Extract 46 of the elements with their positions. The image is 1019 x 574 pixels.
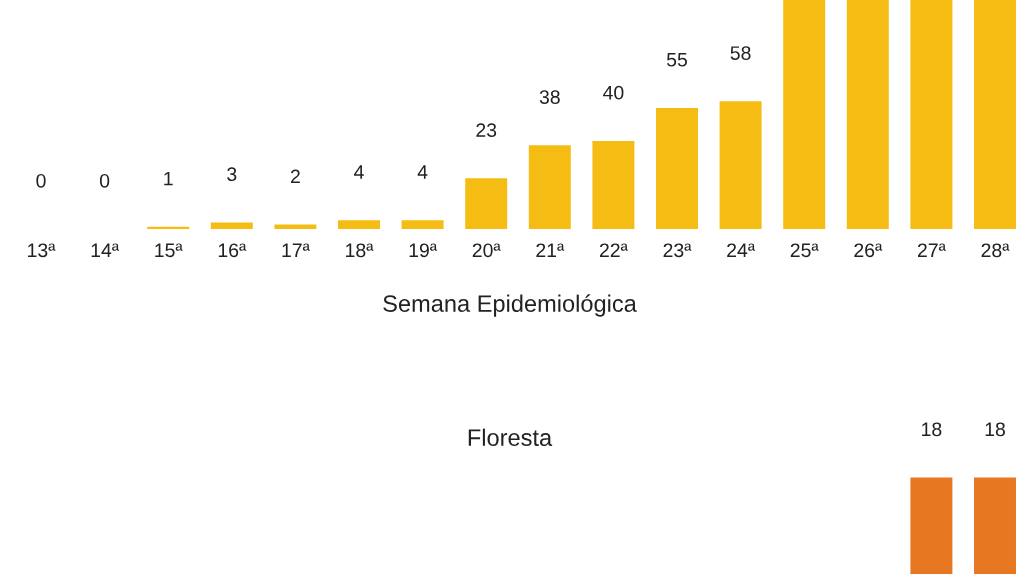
data-label: 4 [354,165,364,179]
bar [846,0,889,229]
bar [147,226,190,229]
data-label: 40 [603,85,624,100]
bar [592,140,635,229]
chart-title: Floresta [468,428,553,447]
data-label: 58 [730,46,751,60]
x-tick-label: 17ª [282,243,310,257]
data-label: 4 [417,165,428,179]
x-tick-label: 28ª [981,243,1010,258]
x-tick-label: 23ª [663,243,692,258]
data-label: 55 [666,52,687,67]
data-label: 0 [36,173,46,188]
data-label: 38 [539,90,560,104]
bar [528,145,571,229]
data-label: 1 [164,171,173,186]
bar [401,220,444,229]
data-label: 18 [985,422,1005,437]
bar [274,224,317,229]
bar [719,101,762,229]
x-tick-label: 16ª [218,243,247,258]
x-tick-label: 19ª [409,243,438,258]
x-tick-label: 14ª [91,243,120,257]
bar [783,0,826,229]
data-label: 0 [99,173,110,188]
x-tick-label: 22ª [599,243,628,257]
x-tick-label: 27ª [917,243,946,257]
bar [210,222,253,229]
bar [656,107,698,229]
bar [910,0,953,229]
data-label: 18 [922,422,942,437]
x-tick-label: 20ª [472,243,501,258]
data-label: 2 [290,169,300,184]
bar [974,0,1016,229]
data-label: 23 [476,123,497,138]
x-tick-label: 25ª [790,243,819,258]
bar [338,220,380,229]
x-tick-label: 21ª [536,243,565,257]
x-tick-label: 15ª [155,243,183,258]
x-axis-title: Semana Epidemiológica [383,294,637,317]
x-tick-label: 24ª [727,243,756,257]
x-tick-label: 13ª [28,243,56,258]
bar [465,178,508,229]
x-tick-label: 18ª [346,243,374,258]
data-label: 3 [227,167,237,182]
x-tick-label: 26ª [854,243,883,258]
